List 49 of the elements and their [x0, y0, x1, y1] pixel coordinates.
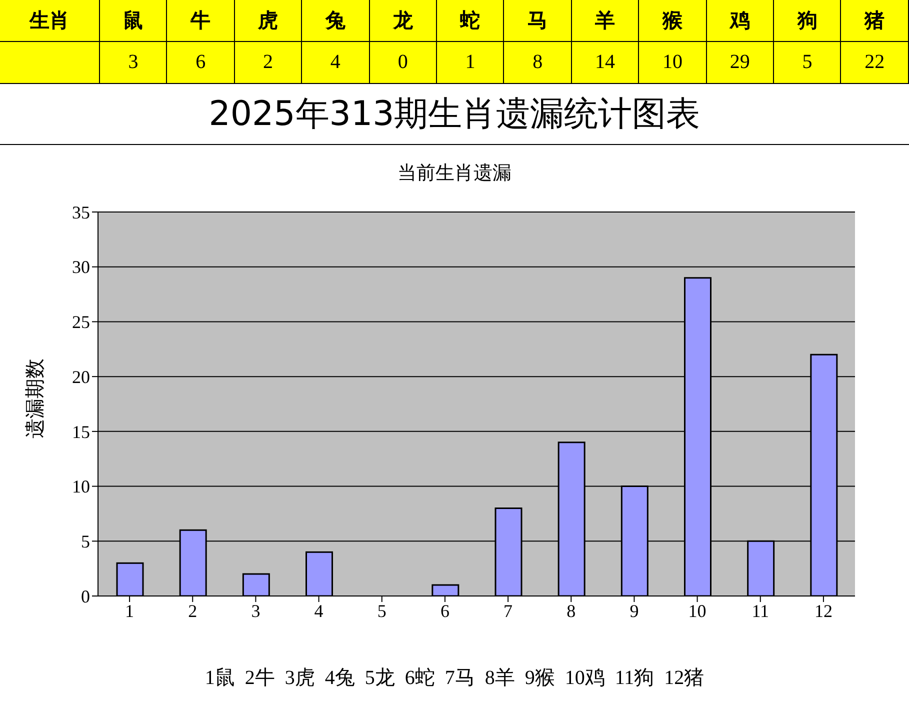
- text: 1鼠 2牛 3虎 4兔 5龙 6蛇 7马 8羊 9猴 10鸡 11狗 12猪: [204, 666, 706, 691]
- text: 兔: [302, 0, 370, 41]
- x-tick-label: 2: [188, 600, 198, 621]
- y-tick-label: 10: [72, 476, 90, 497]
- x-tick-label: 12: [814, 600, 832, 621]
- text: 羊: [572, 0, 640, 41]
- text: 猪: [841, 0, 909, 41]
- y-tick-label: 35: [72, 202, 90, 222]
- x-tick-label: 8: [566, 600, 576, 621]
- x-tick-label: 7: [504, 600, 513, 621]
- y-tick-label: 15: [72, 422, 90, 442]
- text: 马: [504, 0, 572, 41]
- text: 29: [706, 42, 774, 83]
- text: 虎: [234, 0, 302, 41]
- text: 2: [234, 42, 302, 83]
- chart-title: 2025年313期生肖遗漏统计图表: [0, 84, 909, 145]
- y-tick-label: 20: [72, 366, 90, 387]
- text: 蛇: [437, 0, 504, 41]
- text: 鸡: [706, 0, 774, 41]
- text: 5: [774, 42, 842, 83]
- text: 猴: [639, 0, 707, 41]
- y-tick-label: 25: [72, 312, 90, 332]
- text: 龙: [370, 0, 438, 41]
- text: 牛: [167, 0, 235, 41]
- text: 鼠: [100, 0, 168, 41]
- text: 生肖: [0, 0, 100, 41]
- text: 8: [504, 42, 572, 83]
- text: 4: [302, 42, 370, 83]
- y-tick-label: 5: [81, 532, 90, 552]
- text: 狗: [774, 0, 842, 41]
- text: 1: [437, 42, 504, 83]
- text: 6: [167, 42, 235, 83]
- x-tick-label: 5: [377, 600, 386, 621]
- y-tick-label: 0: [81, 586, 90, 606]
- x-tick-label: 6: [440, 600, 450, 621]
- x-tick-label: 10: [688, 600, 706, 621]
- x-tick-label: 9: [630, 600, 639, 621]
- text: 22: [841, 42, 909, 83]
- x-tick-label: 3: [251, 600, 260, 621]
- text: 10: [639, 42, 707, 83]
- text: 14: [572, 42, 640, 83]
- x-tick-label: 4: [314, 600, 324, 621]
- text: 0: [370, 42, 438, 83]
- x-tick-label: 1: [125, 600, 134, 621]
- text: 3: [100, 42, 168, 83]
- y-axis-title: 遗漏期数: [24, 358, 48, 438]
- y-tick-label: 30: [72, 257, 90, 278]
- chart-subtitle: 当前生肖遗漏: [396, 162, 512, 186]
- x-tick-label: 11: [752, 600, 770, 621]
